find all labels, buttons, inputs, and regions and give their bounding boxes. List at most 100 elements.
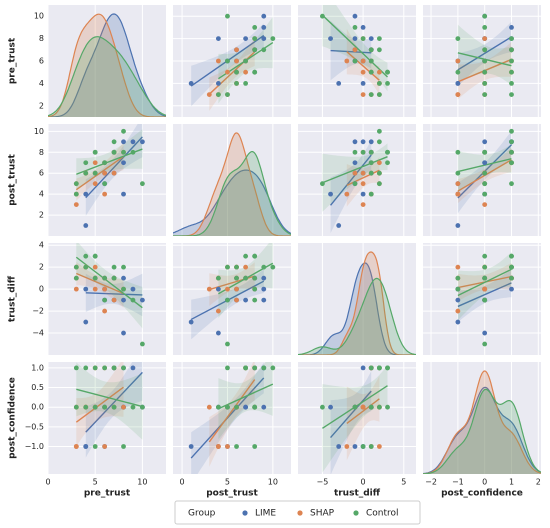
scatter-point	[385, 81, 390, 86]
scatter-point	[376, 69, 382, 75]
kde-area	[48, 36, 166, 117]
scatter-point	[130, 286, 136, 292]
scatter-point	[352, 47, 358, 53]
scatter-point	[352, 404, 358, 410]
scatter-point	[225, 13, 230, 19]
legend-label: SHAP	[310, 509, 335, 519]
scatter-point	[368, 58, 374, 64]
scatter-point	[83, 253, 89, 259]
scatter-point	[360, 139, 366, 145]
panel-background	[173, 243, 291, 355]
scatter-point	[509, 139, 514, 145]
scatter-point	[368, 170, 374, 176]
scatter-point	[121, 330, 126, 336]
scatter-point	[482, 25, 488, 30]
scatter-point	[270, 365, 276, 371]
scatter-point	[482, 139, 488, 145]
scatter-point	[376, 170, 382, 176]
scatter-point	[376, 181, 382, 187]
scatter-point	[368, 444, 374, 449]
scatter-point	[509, 286, 514, 292]
scatter-point	[225, 264, 230, 270]
scatter-point	[368, 36, 374, 41]
scatter-point	[73, 275, 79, 281]
x-tick-label: 5	[225, 478, 230, 487]
scatter-point	[455, 275, 461, 281]
regression-line	[76, 388, 143, 408]
regression-line	[85, 371, 143, 433]
legend-label: Control	[366, 509, 399, 519]
scatter-point	[352, 25, 358, 30]
confidence-band	[218, 362, 273, 440]
scatter-point	[252, 297, 258, 303]
scatter-point	[455, 319, 461, 325]
scatter-point	[234, 47, 239, 53]
scatter-point	[102, 444, 108, 449]
scatter-point	[206, 286, 212, 292]
scatter-point	[252, 275, 258, 281]
scatter-point	[509, 149, 514, 155]
scatter-point	[252, 444, 258, 449]
scatter-point	[140, 341, 145, 347]
scatter-point	[92, 160, 98, 166]
scatter-point	[368, 139, 374, 145]
scatter-point	[482, 58, 488, 64]
y-axis-label: pre_trust	[8, 37, 18, 84]
scatter-point	[140, 404, 145, 410]
scatter-point	[509, 81, 514, 86]
scatter-point	[376, 404, 382, 410]
scatter-point	[344, 191, 350, 197]
scatter-point	[234, 444, 239, 449]
scatter-point	[83, 223, 89, 228]
y-tick-label: 0.5	[31, 383, 44, 392]
scatter-point	[92, 253, 98, 259]
scatter-point	[509, 128, 514, 134]
scatter-point	[243, 365, 249, 371]
scatter-point	[360, 444, 366, 449]
scatter-point	[482, 253, 488, 259]
scatter-point	[73, 181, 79, 187]
confidence-band	[218, 243, 273, 319]
scatter-point	[102, 297, 108, 303]
kde-line	[298, 262, 416, 355]
scatter-point	[234, 69, 239, 75]
scatter-point	[352, 170, 358, 176]
scatter-point	[130, 139, 136, 145]
scatter-point	[111, 170, 117, 176]
scatter-point	[92, 404, 98, 410]
regression-line	[321, 14, 388, 78]
scatter-point	[252, 36, 258, 41]
scatter-point	[352, 160, 358, 166]
kde-line	[423, 388, 541, 474]
x-tick-label: 2	[536, 478, 541, 487]
scatter-point	[225, 341, 230, 347]
scatter-point	[206, 404, 212, 410]
scatter-point	[270, 264, 276, 270]
scatter-point	[215, 58, 221, 64]
scatter-point	[215, 444, 221, 449]
scatter-point	[352, 181, 358, 187]
scatter-point	[92, 275, 98, 281]
confidence-band	[191, 269, 264, 340]
scatter-point	[111, 139, 117, 145]
scatter-point	[360, 58, 366, 64]
scatter-point	[225, 58, 230, 64]
scatter-point	[225, 297, 230, 303]
regression-line	[85, 292, 143, 296]
scatter-point	[121, 264, 126, 270]
scatter-point	[482, 264, 488, 270]
scatter-point	[376, 36, 382, 41]
kde-line	[48, 36, 166, 117]
kde-line	[423, 370, 541, 474]
regression-line	[457, 158, 512, 173]
scatter-point	[482, 297, 488, 303]
kde-line	[48, 13, 166, 117]
scatter-point	[102, 160, 108, 166]
x-axis-label: post_trust	[206, 489, 258, 499]
confidence-band	[330, 140, 372, 234]
scatter-point	[328, 191, 333, 197]
y-tick-label: 4	[39, 190, 44, 199]
y-tick-label: −1.0	[25, 442, 44, 451]
legend-marker	[353, 510, 359, 516]
